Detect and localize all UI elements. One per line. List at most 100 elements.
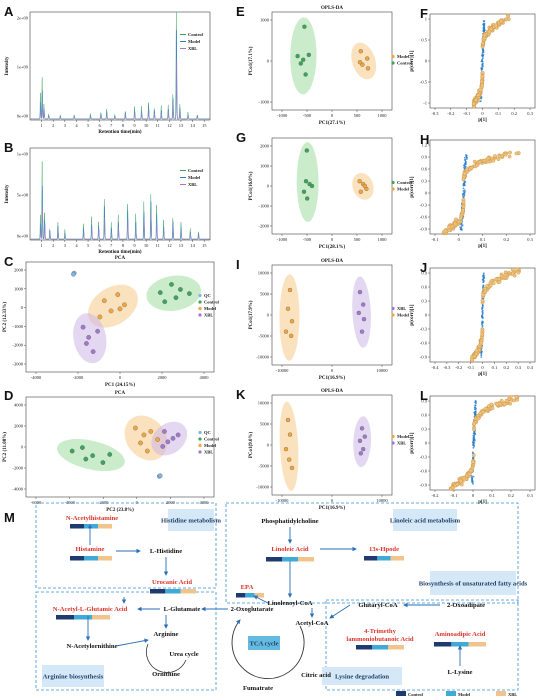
G-point-model	[357, 179, 362, 184]
F-point-stem	[481, 48, 484, 51]
J-ytick-label: -0.9	[420, 355, 428, 360]
B-ylabel: Intensity	[5, 184, 10, 203]
expression-bar-xbl	[254, 593, 264, 598]
K-xtick-label: 0	[331, 498, 334, 503]
E-ytick-label: 0	[267, 59, 270, 64]
C-point-xbl	[90, 349, 96, 354]
C-legend-label: XBL	[204, 313, 213, 318]
E-xtick-label: -1000	[277, 113, 288, 118]
H-xtick-label: 0.1	[480, 237, 486, 242]
K-point-model	[287, 457, 292, 462]
F-ylabel: p(corr)[1]	[410, 50, 415, 71]
score-plot-C: 2000 1000 0 -1000 -2000 -3000 -4000 -2000 0 2000 4…	[3, 256, 220, 388]
E-point-control	[303, 72, 308, 77]
G-ylabel: PCo1(16.0%)	[249, 171, 254, 200]
I-xtick-label: 10000	[376, 368, 388, 373]
L-point-feature	[471, 453, 476, 458]
B-xtick-label: 5	[87, 243, 90, 248]
H-point-feature	[447, 225, 451, 230]
H-xlabel: p[1]	[478, 244, 487, 249]
pathway-legend-swatch	[446, 691, 456, 696]
K-point-model	[289, 465, 295, 471]
A-xtick-label: 11	[156, 123, 160, 128]
expression-bar-xbl	[98, 524, 112, 529]
F-point-stem	[479, 100, 481, 103]
J-point-feature	[503, 273, 508, 277]
J-point-stem	[481, 351, 483, 353]
I-title: OPLS-DA	[321, 259, 343, 264]
expression-bar-xbl	[180, 589, 196, 594]
H-ylabel: p(corr)[1]	[410, 176, 415, 197]
H-point-stem	[463, 164, 465, 167]
metab-n-acetylornithine: N-Acetylornithine	[67, 643, 118, 650]
E-xtick-label: -500	[303, 113, 312, 118]
F-point-feature	[480, 83, 484, 88]
lysine-region	[325, 599, 519, 691]
B-xlabel: Retention time(min)	[98, 250, 142, 255]
F-point-feature	[482, 33, 487, 38]
L-point-stem	[472, 443, 475, 446]
expression-bar-model	[245, 593, 255, 598]
E-point-model	[358, 49, 363, 54]
expression-bar-xbl	[298, 557, 314, 562]
E-xtick-label: 500	[354, 113, 362, 118]
K-xlabel: PC1(16.9%)	[319, 506, 346, 511]
F-xlabel: p[1]	[478, 118, 487, 123]
H-point-feature	[453, 221, 458, 226]
C-point-control	[173, 295, 179, 300]
H-point-stem	[462, 187, 465, 190]
L-point-stem	[471, 480, 473, 483]
B-ytick-label: 1e+09	[17, 152, 29, 157]
E-title: OPLS-DA	[321, 6, 343, 11]
metab-linolenoyl-coa: Linolenoyl-CoA	[267, 600, 312, 607]
H-point-stem	[462, 190, 465, 192]
panel-label-G: G	[236, 130, 246, 145]
metab-oxoglutarate: 2-Oxoglutarate	[231, 606, 274, 613]
F-point-stem	[483, 26, 486, 29]
K-xtick-label: 10000	[376, 498, 388, 503]
L-ytick-label: 0	[425, 441, 428, 446]
L-point-stem	[473, 408, 476, 411]
C-xtick-label: -4000	[31, 375, 42, 380]
H-ytick-label: 1.2	[421, 143, 427, 148]
E-xtick-label: 0	[331, 113, 334, 118]
H-point-feature	[491, 158, 496, 163]
L-ytick-label: -0.6	[420, 469, 428, 474]
C-point-control	[187, 291, 192, 296]
expression-bar-model	[451, 642, 469, 647]
F-xtick-label: 0.2	[511, 111, 517, 116]
F-xtick-label: 0.1	[496, 111, 502, 116]
H-point-feature	[507, 154, 512, 159]
F-xtick-label: -0.2	[447, 111, 454, 116]
J-point-stem	[482, 280, 485, 283]
L-xlabel: p[1]	[478, 500, 487, 505]
score-plot-G: 2000 1000 0 -1000 -2000 -1000 -500 0 500 1000 PC1(…	[249, 137, 413, 250]
H-point-feature	[461, 177, 466, 182]
J-point-feature	[480, 332, 485, 337]
histidine-metabolism-label: Histidine metabolism	[161, 517, 221, 524]
I-ytick-label: 10000	[258, 271, 270, 276]
J-xtick-label: 0.2	[503, 365, 509, 370]
K-legend-label: Model	[397, 434, 410, 439]
B-legend-label: XBL	[188, 182, 197, 187]
H-xtick-label: 0.2	[503, 237, 509, 242]
C-point-model	[97, 314, 103, 320]
F-point-stem	[481, 58, 484, 61]
pathway-arrow	[329, 604, 351, 619]
pathway-legend-swatch	[496, 691, 506, 696]
D-legend-swatch	[198, 443, 202, 448]
L-point-stem	[471, 478, 474, 481]
D-legend-label: Model	[204, 443, 217, 448]
F-ytick-label: 0.5	[421, 38, 427, 43]
L-ytick-label: 0.3	[421, 427, 427, 432]
s-plot-J: 0.9 0.6 0.3 0 -0.3 -0.6 -0.9-0.4 -0.3 -0.2 -0.1 0 0…	[410, 267, 536, 377]
J-point-feature	[472, 354, 477, 359]
L-point-feature	[460, 482, 464, 487]
G-ytick-label: 0	[267, 184, 270, 189]
D-point-control	[69, 448, 75, 454]
G-point-model	[358, 189, 363, 194]
tca-cycle-arc	[231, 619, 305, 680]
H-point-feature	[461, 200, 466, 204]
D-ytick-label: 4000	[14, 403, 24, 408]
metab-glutaryl-coa: Glutaryl-CoA	[358, 602, 397, 609]
